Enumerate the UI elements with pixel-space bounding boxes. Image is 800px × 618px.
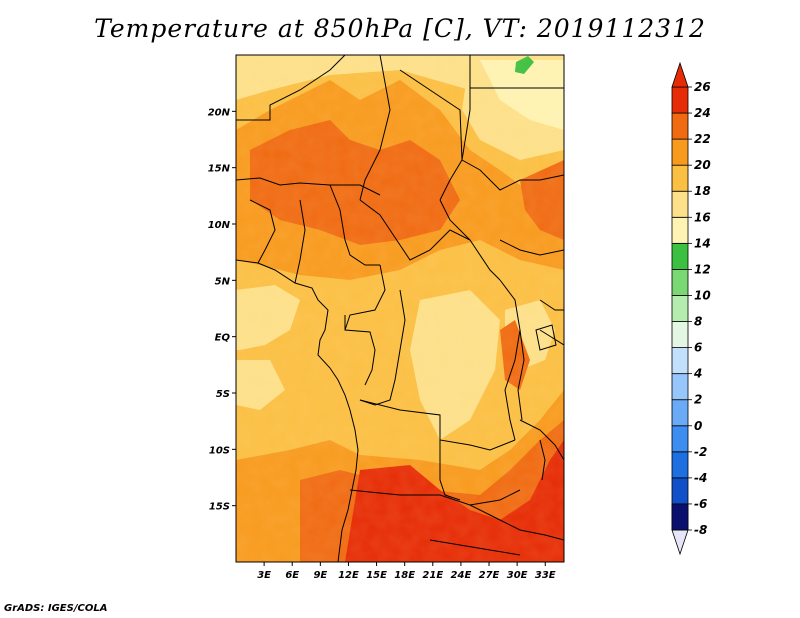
lat-tick-label-7: 15S bbox=[209, 502, 230, 513]
border-ghana-togo bbox=[294, 199, 306, 284]
colorbar-label-10: 12 bbox=[694, 262, 711, 276]
colorbar-segment-16 bbox=[671, 112, 689, 140]
border-mauritania-mali bbox=[236, 55, 346, 121]
colorbar-segment-7 bbox=[671, 347, 689, 375]
colorbar-label-15: 22 bbox=[694, 132, 711, 146]
colorbar-over-triangle bbox=[671, 61, 689, 88]
colorbar-label-13: 18 bbox=[694, 184, 711, 198]
colorbar-segment-5 bbox=[671, 399, 689, 427]
colorbar-segment-17 bbox=[671, 86, 689, 114]
colorbar-label-0: -8 bbox=[694, 523, 707, 537]
field-texture bbox=[236, 55, 564, 562]
lon-tick-label-0: 3E bbox=[257, 570, 271, 581]
colorbar-segment-11 bbox=[671, 242, 689, 270]
lon-tick-label-3: 12E bbox=[338, 570, 359, 581]
colorbar-segment-10 bbox=[671, 269, 689, 296]
colorbar-under-triangle bbox=[671, 529, 689, 556]
colorbar-label-1: -6 bbox=[694, 497, 707, 511]
lake-tanganyika bbox=[517, 329, 525, 421]
colorbar-label-8: 8 bbox=[694, 315, 702, 329]
border-sudan bbox=[461, 159, 564, 191]
lake-victoria bbox=[535, 324, 557, 351]
grads-credit: GrADS: IGES/COLA bbox=[4, 603, 108, 614]
lat-tick-label-6: 10S bbox=[209, 445, 230, 456]
colorbar-label-4: 0 bbox=[694, 419, 702, 433]
border-guinea bbox=[249, 199, 276, 264]
lat-tick-label-0: 20N bbox=[208, 107, 231, 118]
border-chad-libya bbox=[461, 55, 471, 161]
map-frame bbox=[235, 54, 565, 563]
border-botswana bbox=[429, 539, 521, 556]
border-drc-east bbox=[499, 279, 521, 441]
colorbar-label-12: 16 bbox=[694, 210, 711, 224]
country-borders bbox=[236, 55, 564, 562]
colorbar-segment-4 bbox=[671, 425, 689, 453]
colorbar-segment-12 bbox=[671, 216, 689, 244]
colorbar-label-11: 14 bbox=[694, 236, 711, 250]
colorbar-label-6: 4 bbox=[693, 367, 702, 381]
border-congo-drc bbox=[359, 289, 406, 406]
colorbar-segment-2 bbox=[671, 477, 689, 505]
colorbar-segment-13 bbox=[671, 190, 689, 218]
lon-tick-label-1: 6E bbox=[285, 570, 299, 581]
lat-tick-label-2: 10N bbox=[208, 220, 231, 231]
colorbar-segment-14 bbox=[671, 164, 689, 192]
border-angola-zambia bbox=[439, 440, 461, 501]
colorbar-segment-15 bbox=[671, 138, 689, 166]
border-south-sudan bbox=[499, 239, 564, 256]
colorbar-label-16: 24 bbox=[694, 106, 711, 120]
colorbar-label-9: 10 bbox=[694, 288, 711, 302]
lake-malawi bbox=[539, 439, 546, 481]
temperature-field bbox=[236, 55, 564, 562]
colorbar-label-17: 26 bbox=[694, 80, 711, 94]
lon-tick-label-4: 15E bbox=[366, 570, 387, 581]
colorbar-label-5: 2 bbox=[694, 393, 702, 407]
axis-ticks: 3E 6E 9E 12E 15E 18E 21E 24E 27E 30E 33E 20N 15N 10N 5… bbox=[208, 107, 556, 581]
lat-tick-label-4: EQ bbox=[215, 333, 231, 344]
lon-tick-label-2: 9E bbox=[313, 570, 327, 581]
border-chad-car bbox=[439, 199, 471, 241]
lon-tick-label-8: 27E bbox=[479, 570, 500, 581]
map-title: Temperature at 850hPa [C], VT: 201911231… bbox=[94, 14, 706, 43]
lon-tick-label-7: 24E bbox=[451, 570, 472, 581]
lon-tick-label-10: 33E bbox=[535, 570, 556, 581]
colorbar-label-2: -4 bbox=[694, 471, 707, 485]
colorbar-segment-0 bbox=[671, 503, 689, 531]
border-zambia-zimbabwe bbox=[469, 504, 564, 541]
border-sahel-south bbox=[236, 177, 381, 196]
atlantic-coastline bbox=[236, 259, 359, 562]
colorbar-segment-6 bbox=[671, 373, 689, 401]
colorbar-label-3: -2 bbox=[694, 445, 707, 459]
border-kenya-tanzania bbox=[539, 329, 564, 346]
border-kenya-uganda bbox=[539, 299, 564, 311]
lon-tick-label-5: 18E bbox=[394, 570, 415, 581]
colorbar-segment-8 bbox=[671, 321, 689, 348]
lon-tick-label-6: 21E bbox=[422, 570, 443, 581]
border-cameroon-gabon bbox=[344, 264, 386, 331]
border-nigeria bbox=[329, 184, 380, 266]
border-gabon-congo bbox=[344, 315, 376, 386]
colorbar-segment-9 bbox=[671, 295, 689, 322]
colorbar-segment-3 bbox=[671, 451, 689, 479]
colorbar-label-14: 20 bbox=[694, 158, 711, 172]
border-cameroon-car bbox=[359, 199, 501, 281]
border-malawi bbox=[519, 419, 564, 461]
lat-tick-label-1: 15N bbox=[208, 164, 231, 175]
colorbar-label-7: 6 bbox=[694, 341, 702, 355]
lon-tick-label-9: 30E bbox=[507, 570, 528, 581]
lat-tick-label-5: 5S bbox=[216, 389, 230, 400]
border-angola-namibia bbox=[349, 489, 521, 506]
lat-tick-label-3: 5N bbox=[215, 276, 231, 287]
